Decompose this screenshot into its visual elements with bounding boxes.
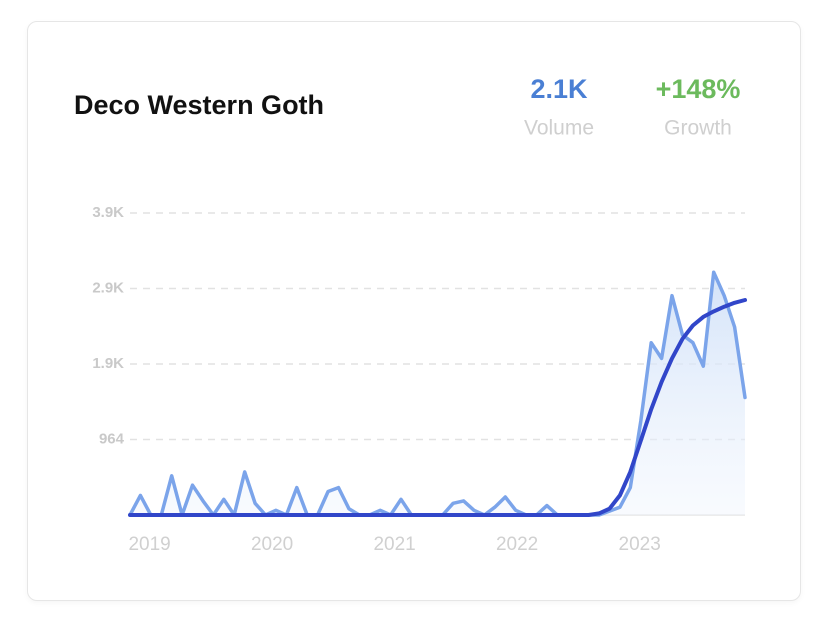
area [130,272,745,515]
stat-label: Growth [664,117,732,140]
x-tick-label: 2019 [128,534,170,555]
trend-line [128,298,747,517]
chart-title: Deco Western Goth [74,90,324,120]
x-tick-label: 2021 [373,534,415,555]
stat-value: 2.1K [530,74,588,104]
x-tick-label: 2022 [496,534,538,555]
stat-label: Volume [524,117,594,140]
stat-value: +148% [656,74,741,104]
x-tick-label: 2023 [619,534,661,555]
x-tick-label: 2020 [251,534,293,555]
y-tick-label: 1.9K [92,355,124,372]
y-tick-label: 3.9K [92,204,124,221]
y-tick-label: 2.9K [92,279,124,296]
y-tick-label: 964 [99,430,125,447]
